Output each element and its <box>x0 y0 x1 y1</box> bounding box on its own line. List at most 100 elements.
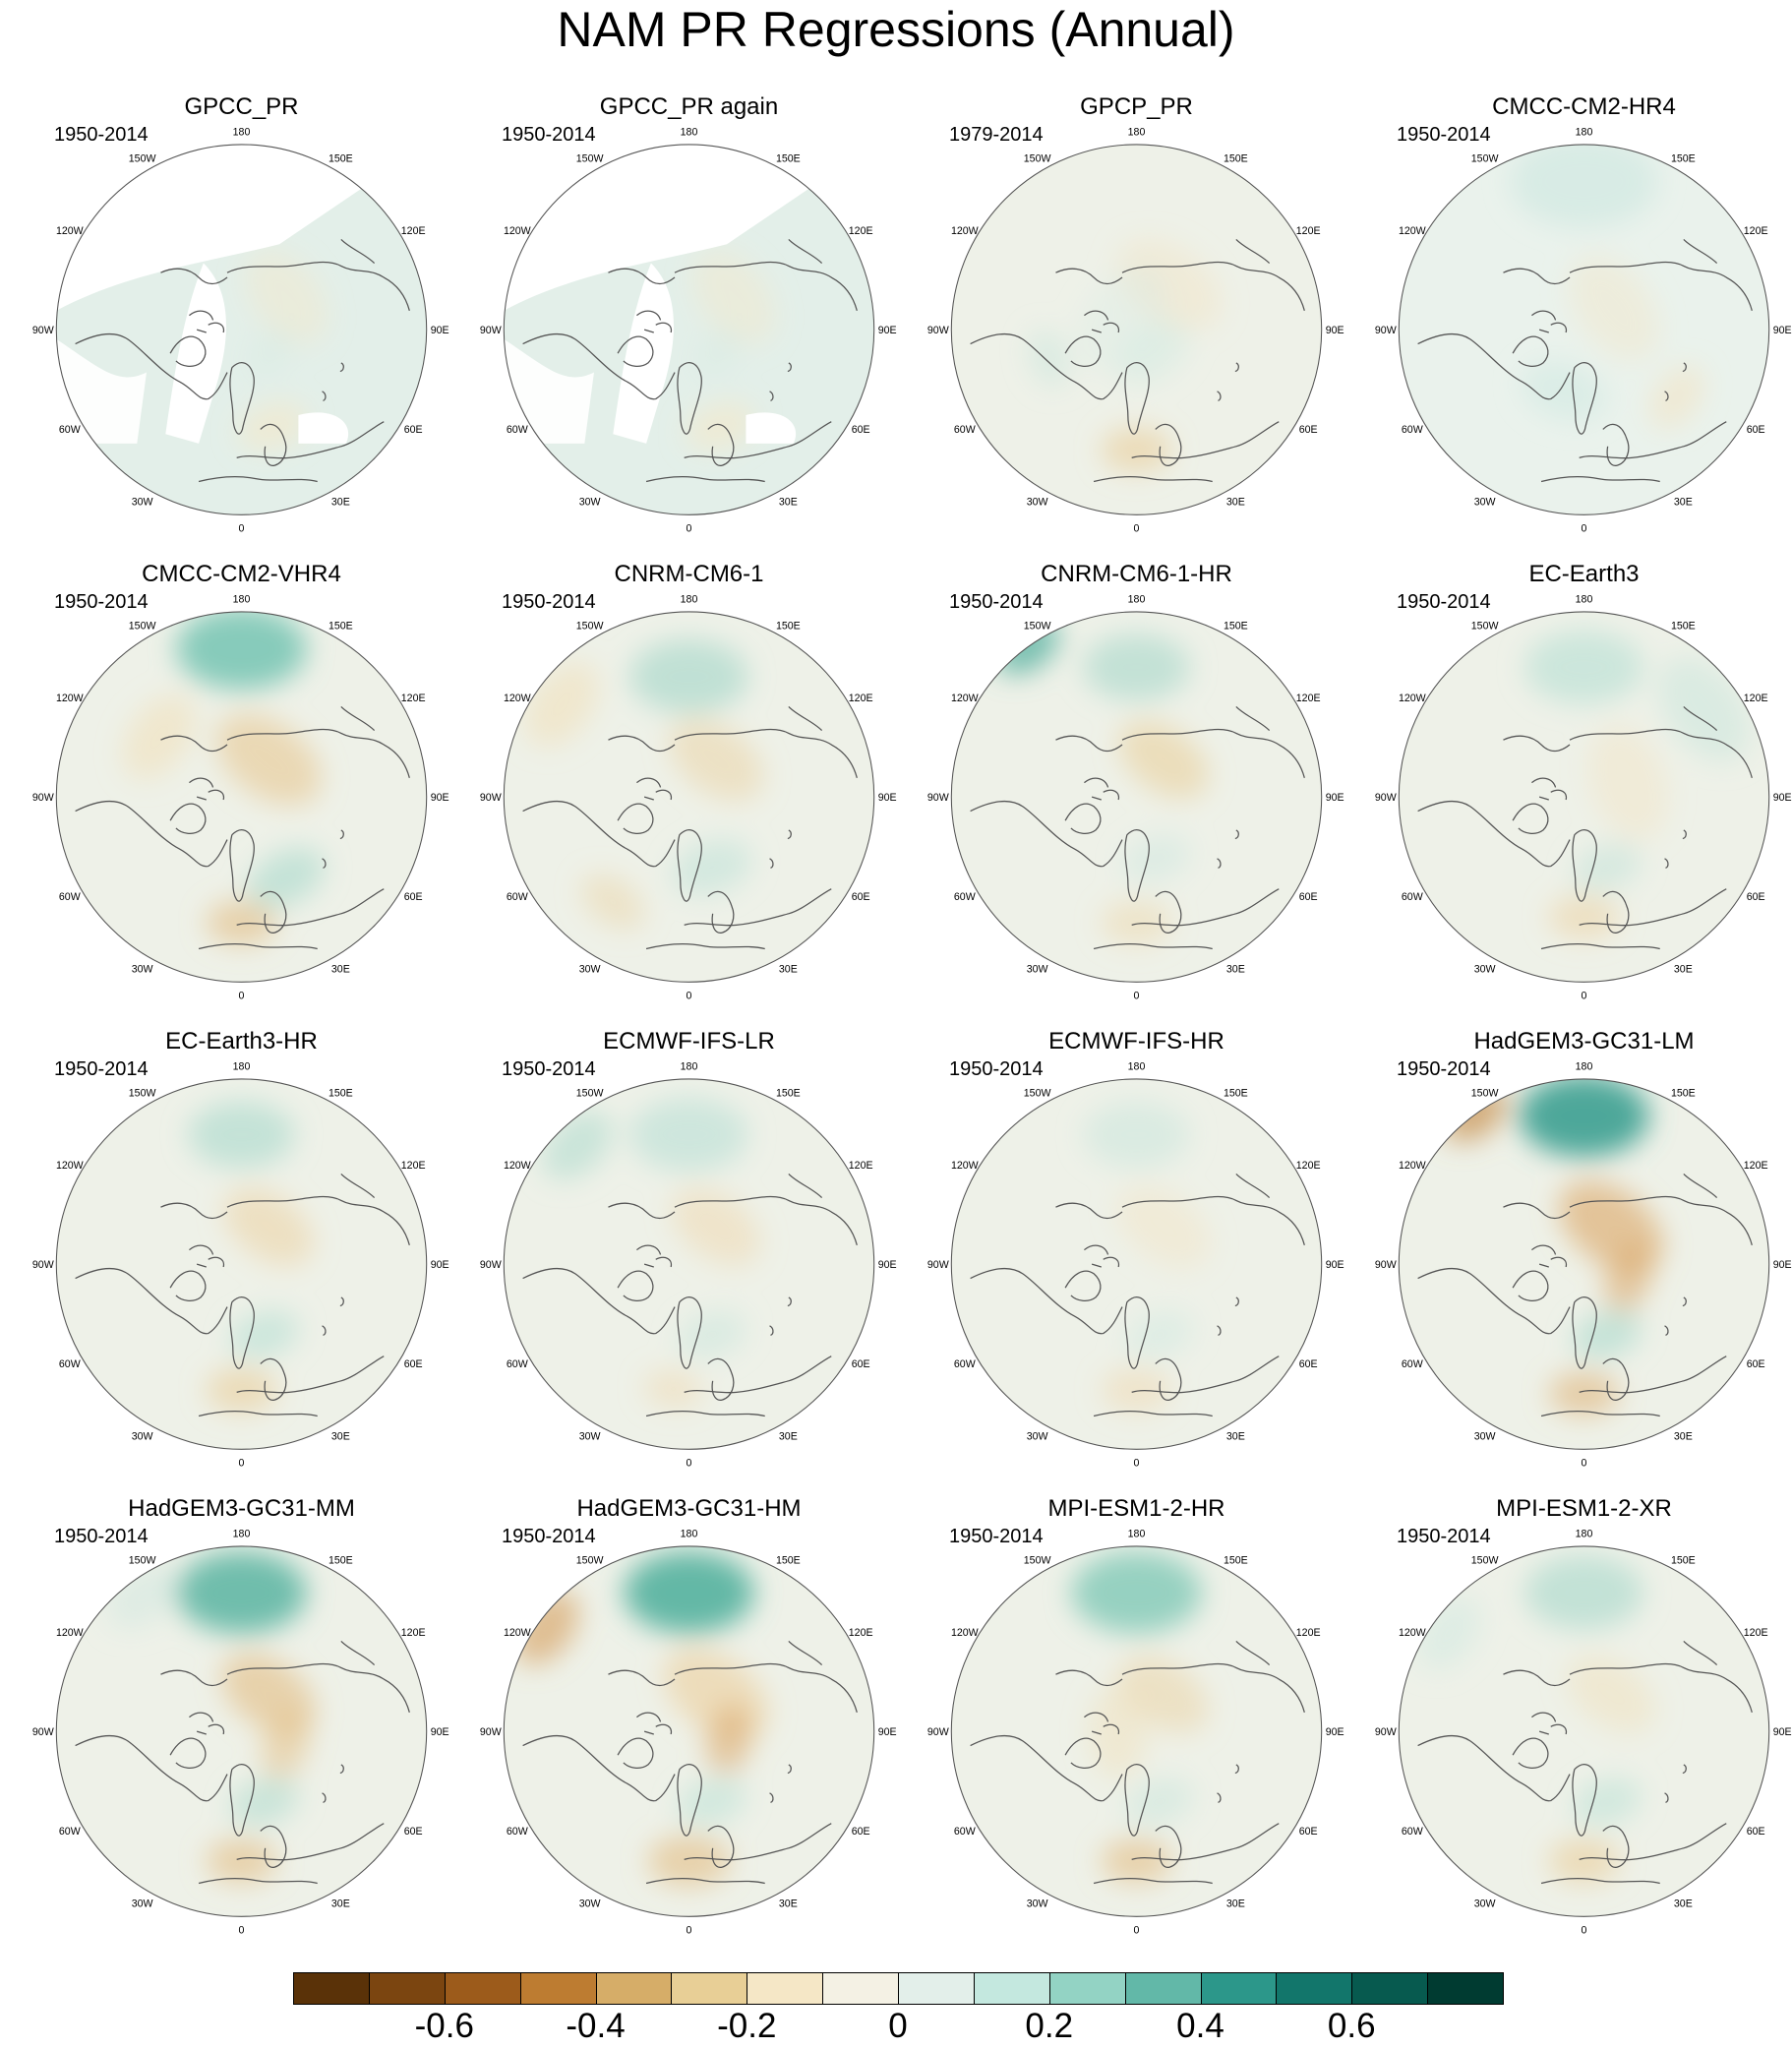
anomaly-region <box>176 1551 307 1634</box>
map-boundary <box>503 611 875 983</box>
map-boundary <box>950 144 1323 515</box>
longitude-label: 60E <box>1747 424 1765 436</box>
longitude-label: 30E <box>1226 1431 1245 1443</box>
polar-map: 180 150E 120E 90E 60E 30E 0 30W 60W 90W 120W 150W <box>927 126 1344 534</box>
panel-period: 1950-2014 <box>502 124 596 146</box>
panel-title: HadGEM3-GC31-LM <box>1473 1028 1695 1055</box>
longitude-label: 30W <box>1027 497 1048 509</box>
anomaly-region <box>1118 720 1209 799</box>
anomaly-region <box>223 1187 314 1266</box>
anomaly-region <box>1548 1371 1620 1416</box>
longitude-label: 30E <box>1674 1431 1693 1443</box>
longitude-label: 60E <box>1299 424 1318 436</box>
longitude-label: 30E <box>1674 964 1693 976</box>
longitude-label: 90W <box>1375 1259 1397 1271</box>
longitude-label: 90E <box>878 1259 897 1271</box>
longitude-label: 60E <box>404 424 423 436</box>
anomaly-region <box>1115 320 1190 385</box>
longitude-label: 0 <box>1582 991 1587 1002</box>
anomaly-region <box>206 1838 277 1884</box>
longitude-label: 150E <box>329 1554 353 1566</box>
longitude-label: 150W <box>576 152 604 164</box>
longitude-label: 120W <box>1399 225 1426 237</box>
longitude-label: 30W <box>132 1431 153 1443</box>
longitude-label: 30W <box>1474 1431 1496 1443</box>
anomaly-region <box>1083 633 1190 701</box>
longitude-label: 150W <box>1471 152 1499 164</box>
longitude-label: 30W <box>579 1898 601 1910</box>
longitude-label: 60W <box>954 1826 976 1838</box>
anomaly-region <box>643 1370 703 1409</box>
longitude-label: 60E <box>852 891 870 903</box>
polar-map: 180 150E 120E 90E 60E 30E 0 30W 60W 90W 120W 150W <box>32 1528 449 1937</box>
anomaly-region <box>629 639 748 714</box>
longitude-label: 120E <box>401 225 426 237</box>
colorbar-swatch <box>671 1972 748 2005</box>
colorbar-swatch <box>1200 1972 1278 2005</box>
panel-period: 1950-2014 <box>502 1526 596 1547</box>
longitude-label: 90E <box>1326 1259 1344 1271</box>
anomaly-region <box>1587 725 1668 841</box>
map-panel: HadGEM3-GC31-HM 1950-2014 180 150E 120E 90E 60… <box>465 1494 913 1961</box>
longitude-label: 90W <box>1375 1726 1397 1738</box>
anomaly-region <box>1083 1101 1190 1169</box>
longitude-label: 120E <box>1744 1160 1768 1172</box>
longitude-label: 30E <box>1226 1898 1245 1910</box>
anomaly-region <box>248 325 295 378</box>
longitude-label: 150E <box>329 620 353 632</box>
anomaly-region <box>580 874 645 930</box>
longitude-label: 60E <box>1747 1358 1765 1370</box>
panel-period: 1950-2014 <box>949 1526 1044 1547</box>
map-panel: EC-Earth3 1950-2014 180 150E 120E 90E 60E 30E 0 3… <box>1360 560 1792 1027</box>
longitude-label: 60W <box>507 1826 528 1838</box>
longitude-label: 90E <box>878 325 897 336</box>
longitude-label: 90W <box>1375 325 1397 336</box>
longitude-label: 90E <box>1326 1726 1344 1738</box>
longitude-label: 120W <box>56 1627 84 1639</box>
map-boundary <box>503 1078 875 1450</box>
longitude-label: 60E <box>852 424 870 436</box>
longitude-label: 90E <box>1773 1726 1792 1738</box>
longitude-label: 120W <box>504 1160 531 1172</box>
map-panel: ECMWF-IFS-LR 1950-2014 180 150E 120E 90E 60E 30… <box>465 1027 913 1494</box>
polar-map: 180 150E 120E 90E 60E 30E 0 30W 60W 90W 120W 150W <box>480 1060 897 1469</box>
longitude-label: 90W <box>480 325 502 336</box>
longitude-label: 60W <box>59 424 81 436</box>
longitude-label: 0 <box>687 1925 692 1937</box>
longitude-label: 90E <box>878 1726 897 1738</box>
panel-period: 1950-2014 <box>1397 591 1491 613</box>
longitude-label: 30E <box>1674 497 1693 509</box>
colorbar-tick-label: -0.2 <box>717 2007 777 2045</box>
longitude-label: 120E <box>401 1160 426 1172</box>
map-boundary <box>1398 1545 1770 1917</box>
longitude-label: 180 <box>1128 1528 1146 1539</box>
map-boundary <box>1398 144 1770 515</box>
longitude-label: 150W <box>1024 1087 1051 1099</box>
longitude-label: 120W <box>504 225 531 237</box>
anomaly-region <box>668 718 764 802</box>
longitude-label: 60W <box>507 1358 528 1370</box>
longitude-label: 180 <box>681 1060 698 1072</box>
anomaly-region <box>238 402 308 451</box>
anomaly-region <box>692 249 776 345</box>
longitude-label: 90E <box>1326 792 1344 804</box>
colorbar-swatch <box>519 1972 597 2005</box>
map-panel: EC-Earth3-HR 1950-2014 180 150E 120E 90E 60E 30… <box>18 1027 465 1494</box>
longitude-label: 120W <box>1399 1627 1426 1639</box>
map-boundary <box>55 1545 428 1917</box>
anomaly-region <box>1524 1555 1643 1630</box>
longitude-label: 0 <box>239 1925 245 1937</box>
longitude-label: 180 <box>233 126 251 138</box>
longitude-label: 120E <box>1296 225 1321 237</box>
longitude-label: 90W <box>480 1259 502 1271</box>
panel-title: CMCC-CM2-VHR4 <box>142 561 341 587</box>
anomaly-region <box>671 1187 761 1266</box>
colorbar <box>293 1972 1504 2005</box>
longitude-label: 90E <box>1773 1259 1792 1271</box>
longitude-label: 90E <box>431 1726 449 1738</box>
colorbar-swatch <box>898 1972 975 2005</box>
anomaly-region <box>629 1097 748 1173</box>
anomaly-region <box>206 1367 277 1413</box>
anomaly-region <box>206 900 277 945</box>
panel-title: CNRM-CM6-1 <box>614 561 764 587</box>
